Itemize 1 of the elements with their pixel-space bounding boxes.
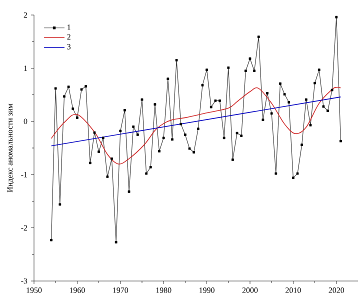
- line-series: [50, 86, 342, 164]
